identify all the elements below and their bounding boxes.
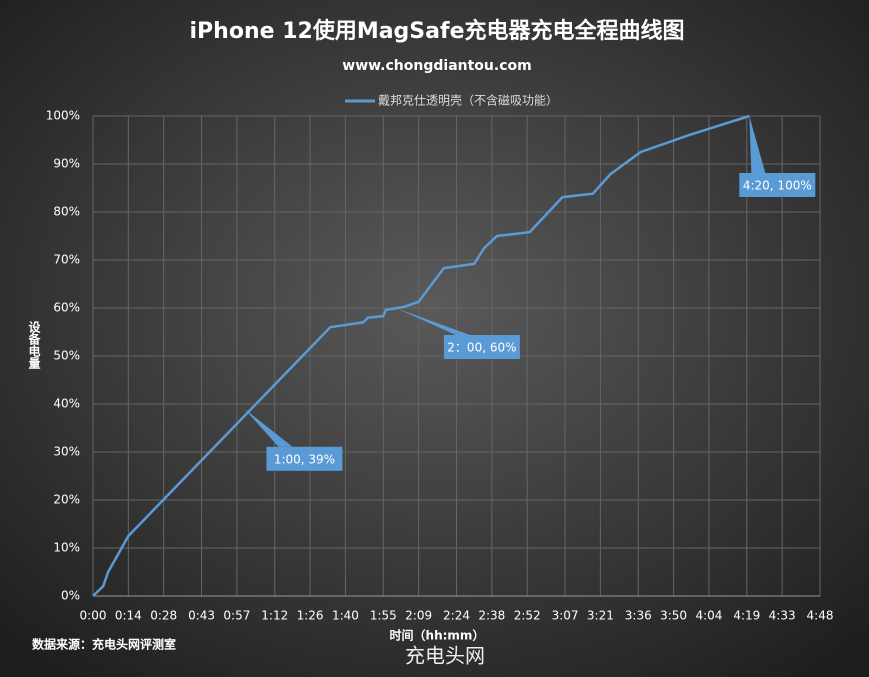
callout-box (266, 446, 343, 471)
y-tick-label: 50% (53, 349, 80, 363)
x-tick-label: 0:43 (188, 609, 215, 623)
x-axis-label: 时间（hh:mm） (390, 628, 485, 643)
chart-subtitle: www.chongdiantou.com (342, 58, 531, 74)
x-tick-label: 0:00 (80, 609, 107, 623)
callout-pointer (749, 116, 766, 173)
x-tick-label: 2:52 (514, 609, 541, 623)
source: 数据来源：充电头网评测室 (32, 637, 176, 652)
y-tick-label: 40% (53, 397, 80, 411)
y-axis-label-text: 设备电量 (27, 320, 41, 369)
x-tick-label: 3:21 (587, 609, 614, 623)
x-tick-label: 4:48 (807, 609, 834, 623)
x-tick-label: 4:04 (695, 609, 722, 623)
x-tick-label: 4:19 (733, 609, 760, 623)
callout-pointer (395, 308, 470, 335)
x-tick-label: 2:24 (443, 609, 470, 623)
y-tick-label: 60% (53, 301, 80, 315)
y-tick-label: 0% (61, 589, 80, 603)
y-tick-label: 20% (53, 493, 80, 507)
data-line (92, 114, 750, 597)
x-tick-label: 3:36 (625, 609, 652, 623)
y-tick-label: 10% (53, 541, 80, 555)
y-tick-label: 90% (53, 157, 80, 171)
x-tick-label: 2:38 (478, 609, 505, 623)
x-tick-label: 0:57 (223, 609, 250, 623)
callout-label: 1:00, 39% (274, 452, 335, 466)
x-tick-label: 3:50 (660, 609, 687, 623)
legend-label: 戴邦克仕透明壳（不含磁吸功能） (378, 93, 558, 108)
x-tick-label: 1:40 (332, 609, 359, 623)
y-tick-label: 80% (53, 205, 80, 219)
callout-box (739, 173, 816, 197)
y-tick-label: 70% (53, 253, 80, 267)
watermark: 充电头网 (405, 644, 485, 668)
callout: 2：00, 60% (395, 308, 520, 359)
callout-box (443, 335, 520, 359)
callout-pointer (244, 408, 293, 447)
y-tick-label: 30% (53, 445, 80, 459)
y-axis-label: 设备电量 (27, 320, 41, 369)
callout-label: 4:20, 100% (743, 179, 812, 193)
callout-label: 2：00, 60% (447, 341, 516, 355)
x-tick-label: 3:07 (552, 609, 579, 623)
x-tick-label: 2:09 (405, 609, 432, 623)
x-tick-label: 0:14 (115, 609, 142, 623)
y-tick-label: 100% (46, 109, 80, 123)
x-tick-label: 1:26 (297, 609, 324, 623)
x-tick-label: 4:33 (769, 609, 796, 623)
x-tick-label: 1:12 (261, 609, 288, 623)
callout: 4:20, 100% (739, 116, 816, 197)
x-tick-label: 1:55 (370, 609, 397, 623)
chart-title: iPhone 12使用MagSafe充电器充电全程曲线图 (190, 18, 685, 44)
x-tick-label: 0:28 (150, 609, 177, 623)
callout: 1:00, 39% (244, 408, 343, 471)
